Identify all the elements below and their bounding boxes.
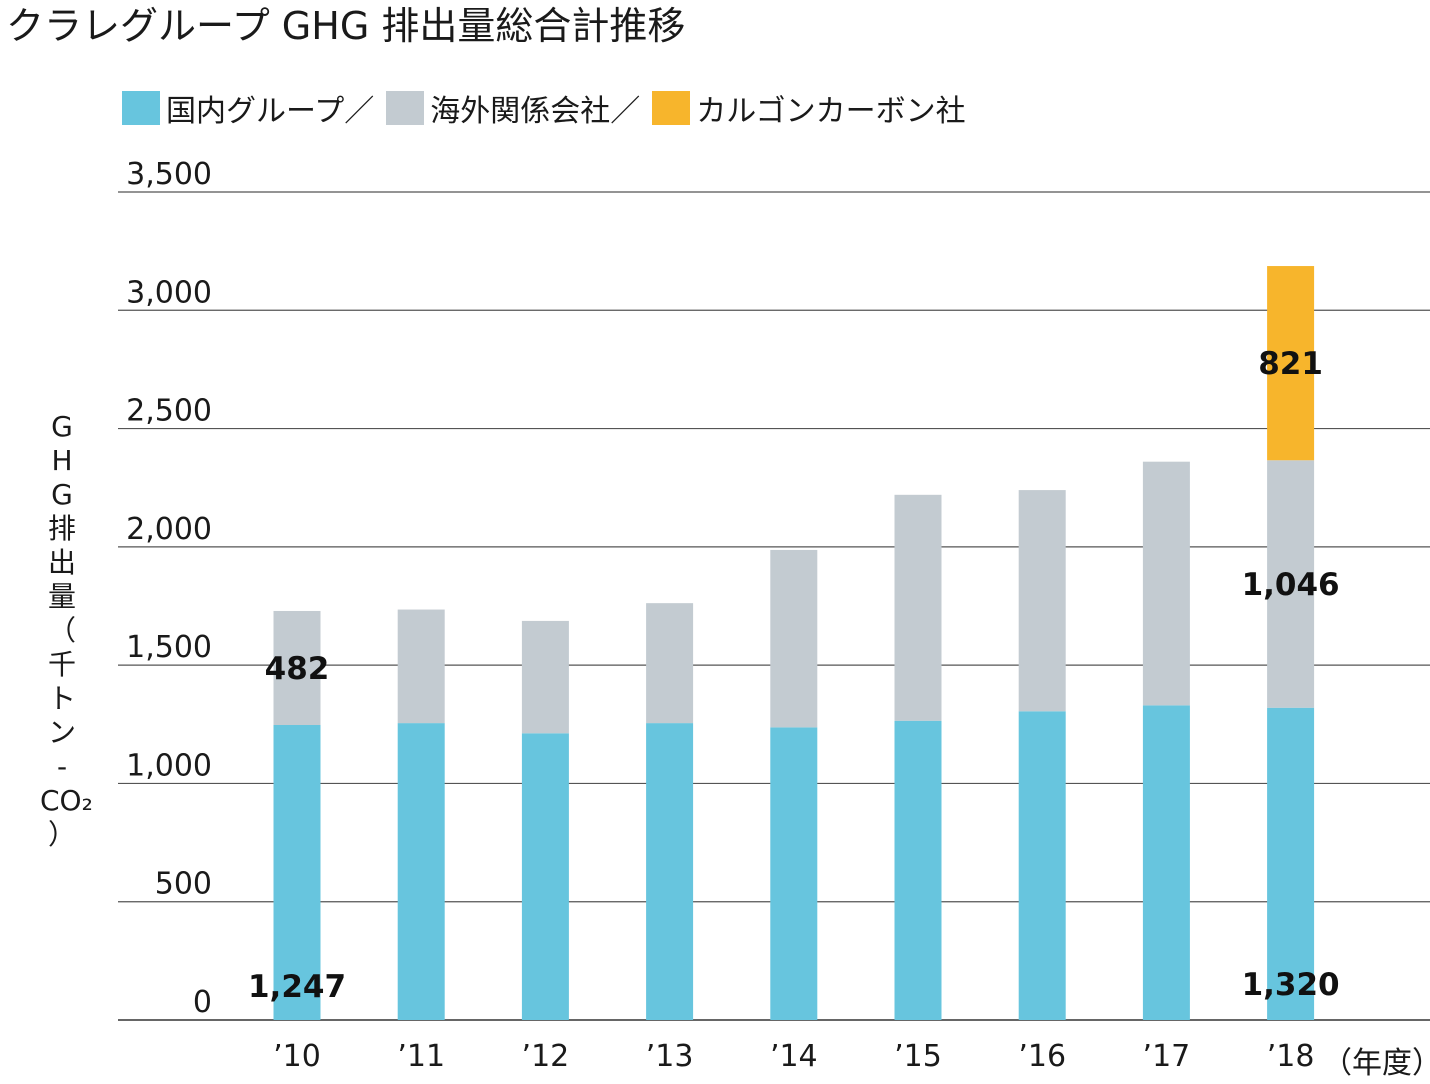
y-axis-label-char: - [56,750,68,783]
y-axis-label-char: ト [47,682,76,715]
x-tick-label: ’11 [397,1039,445,1074]
legend-swatch-domestic [122,91,160,125]
y-axis-label-char: （ [47,614,76,647]
bar-segment [1267,266,1315,461]
bar-segment [397,723,445,1020]
legend: 国内グループ ／ 海外関係会社 ／ カルゴンカーボン社 [122,90,966,129]
y-axis-label: G H G 排出量（千トン - CO₂） [40,410,93,852]
legend-swatch-overseas [386,91,425,125]
legend-swatch-calgon [652,91,691,125]
bar-segment [1142,461,1190,706]
bar-segment [273,724,321,1020]
bar-segment [1018,490,1066,712]
y-axis-label-char: 排 [47,512,76,545]
y-tick-label: 2,500 [126,394,212,429]
bar-segment [646,603,694,724]
bar-segment [273,610,321,725]
x-tick-label: ’10 [273,1039,321,1074]
bar-segment [1142,705,1190,1020]
bar-segment [770,727,818,1020]
legend-label-domestic: 国内グループ [166,94,345,129]
chart-title: クラレグループ GHG 排出量総合計推移 [6,4,686,48]
y-axis-label-char: 量 [47,580,76,613]
data-label: 482 [265,651,330,687]
legend-separator: ／ [344,94,375,129]
bar-segment [1267,460,1315,708]
y-tick-label: 1,500 [126,630,212,665]
bar-segment [521,620,569,734]
legend-item-domestic: 国内グループ ／ [122,86,386,130]
y-tick-label: 3,500 [126,157,212,192]
y-axis-label-char: H [51,444,73,477]
legend-label-overseas: 海外関係会社 [430,94,611,129]
bar-segment [1018,711,1066,1020]
bar-segment [646,723,694,1020]
y-tick-label: 0 [193,985,212,1020]
data-label: 1,320 [1242,967,1340,1003]
x-tick-label: ’13 [646,1039,694,1074]
y-tick-label: 1,000 [126,748,212,783]
y-axis-label-char: G [51,478,73,511]
bar-segment [770,549,818,728]
bar-segment [894,494,942,721]
y-tick-label: 500 [155,867,212,902]
data-label: 1,247 [248,969,346,1005]
x-tick-label: ’17 [1143,1039,1191,1074]
y-tick-label: 2,000 [126,512,212,547]
bar-segment [521,733,569,1020]
data-label: 821 [1258,346,1323,382]
x-tick-label: ’15 [894,1039,942,1074]
y-axis-label-char: G [51,410,73,443]
x-tick-label: ’18 [1267,1039,1315,1074]
legend-label-calgon: カルゴンカーボン社 [696,94,966,129]
bar-segment [894,720,942,1020]
y-tick-label: 3,000 [126,275,212,310]
legend-item-overseas: 海外関係会社 ／ [386,86,652,130]
y-axis-label-char: ン [47,716,76,749]
y-axis-label-char: ） [47,818,76,851]
x-axis-unit-label: （年度） [1322,1046,1430,1081]
bar-segment [397,609,445,724]
y-axis-label-char: 出 [47,546,76,579]
x-tick-label: ’16 [1018,1039,1066,1074]
bar-segment [1267,707,1315,1020]
data-label: 1,046 [1242,567,1340,603]
y-axis-label-char: 千 [47,648,76,681]
x-tick-label: ’12 [522,1039,570,1074]
legend-item-calgon: カルゴンカーボン社 [652,86,966,130]
legend-separator: ／ [610,94,641,129]
x-tick-label: ’14 [770,1039,818,1074]
